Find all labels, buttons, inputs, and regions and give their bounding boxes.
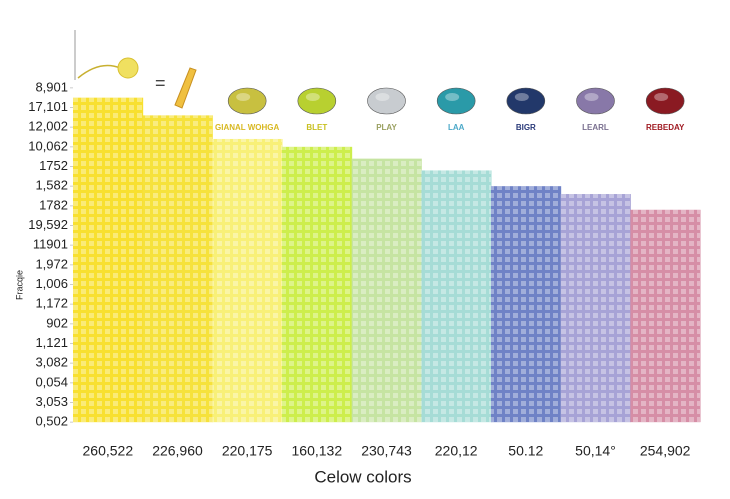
svg-text:=: = [155, 73, 166, 93]
legend-label: BLET [306, 123, 327, 132]
gem-icon [297, 87, 337, 115]
y-tick-label: 1,121 [35, 335, 68, 350]
legend-label: REBEDAY [646, 123, 685, 132]
bar-texture [73, 97, 143, 423]
y-tick-label: 3,053 [35, 394, 68, 409]
legend-label: LAA [448, 123, 465, 132]
y-tick-label: 1,172 [35, 296, 68, 311]
bar-texture [282, 146, 352, 423]
bar-texture [421, 170, 491, 423]
y-tick-label: 8,901 [35, 79, 68, 94]
bar-texture [491, 186, 561, 423]
legend-label: BIGR [516, 123, 536, 132]
y-tick-label: 1,582 [35, 178, 68, 193]
gem-icon [227, 87, 267, 115]
x-tick-label: 220,175 [222, 443, 273, 459]
gem-shine [654, 93, 669, 101]
gem-shine [445, 93, 460, 101]
gem-shine [305, 93, 320, 101]
y-tick-label: 1,006 [35, 276, 68, 291]
gem-icon [436, 87, 476, 115]
y-tick-label: 1752 [39, 158, 68, 173]
gem-shine [514, 93, 529, 101]
y-tick-label: 0,502 [35, 414, 68, 429]
bar-texture [142, 115, 213, 423]
y-tick-label: 0,054 [35, 374, 68, 389]
gem-icon [506, 87, 546, 115]
y-tick-label: 12,002 [28, 119, 68, 134]
gem-shine [375, 93, 390, 101]
x-tick-label: 260,522 [83, 443, 134, 459]
x-axis-title: Celow colors [314, 467, 411, 486]
gem-icon [367, 87, 406, 115]
y-tick-label: 1,972 [35, 256, 68, 271]
legend-label: LEARL [582, 123, 609, 132]
bar-texture [212, 138, 282, 423]
x-tick-label: 220,12 [435, 443, 478, 459]
y-axis-title: Fracqie [14, 270, 24, 300]
gem-icon [576, 87, 615, 115]
bar-texture [560, 194, 631, 423]
x-tick-label: 50,14° [575, 443, 616, 459]
header-icon: = [74, 30, 197, 109]
gem-shine [584, 93, 599, 101]
bar-texture [351, 158, 422, 423]
y-tick-label: 19,592 [28, 217, 68, 232]
x-tick-label: 160,132 [292, 443, 343, 459]
legend-label: PLAY [376, 123, 397, 132]
x-tick-label: 230,743 [361, 443, 412, 459]
x-tick-label: 254,902 [640, 443, 691, 459]
y-tick-label: 3,082 [35, 355, 68, 370]
y-tick-label: 11901 [33, 237, 68, 252]
x-tick-label: 226,960 [152, 443, 203, 459]
gem-shine [236, 93, 251, 101]
y-tick-label: 1782 [39, 197, 68, 212]
bar-texture [630, 209, 700, 423]
legend-label: GIANAL WOHGA [215, 123, 280, 132]
y-tick-label: 902 [46, 315, 68, 330]
x-tick-label: 50.12 [508, 443, 543, 459]
y-tick-label: 10,062 [28, 138, 68, 153]
y-tick-label: 17,101 [28, 99, 68, 114]
gem-icon [645, 87, 685, 115]
